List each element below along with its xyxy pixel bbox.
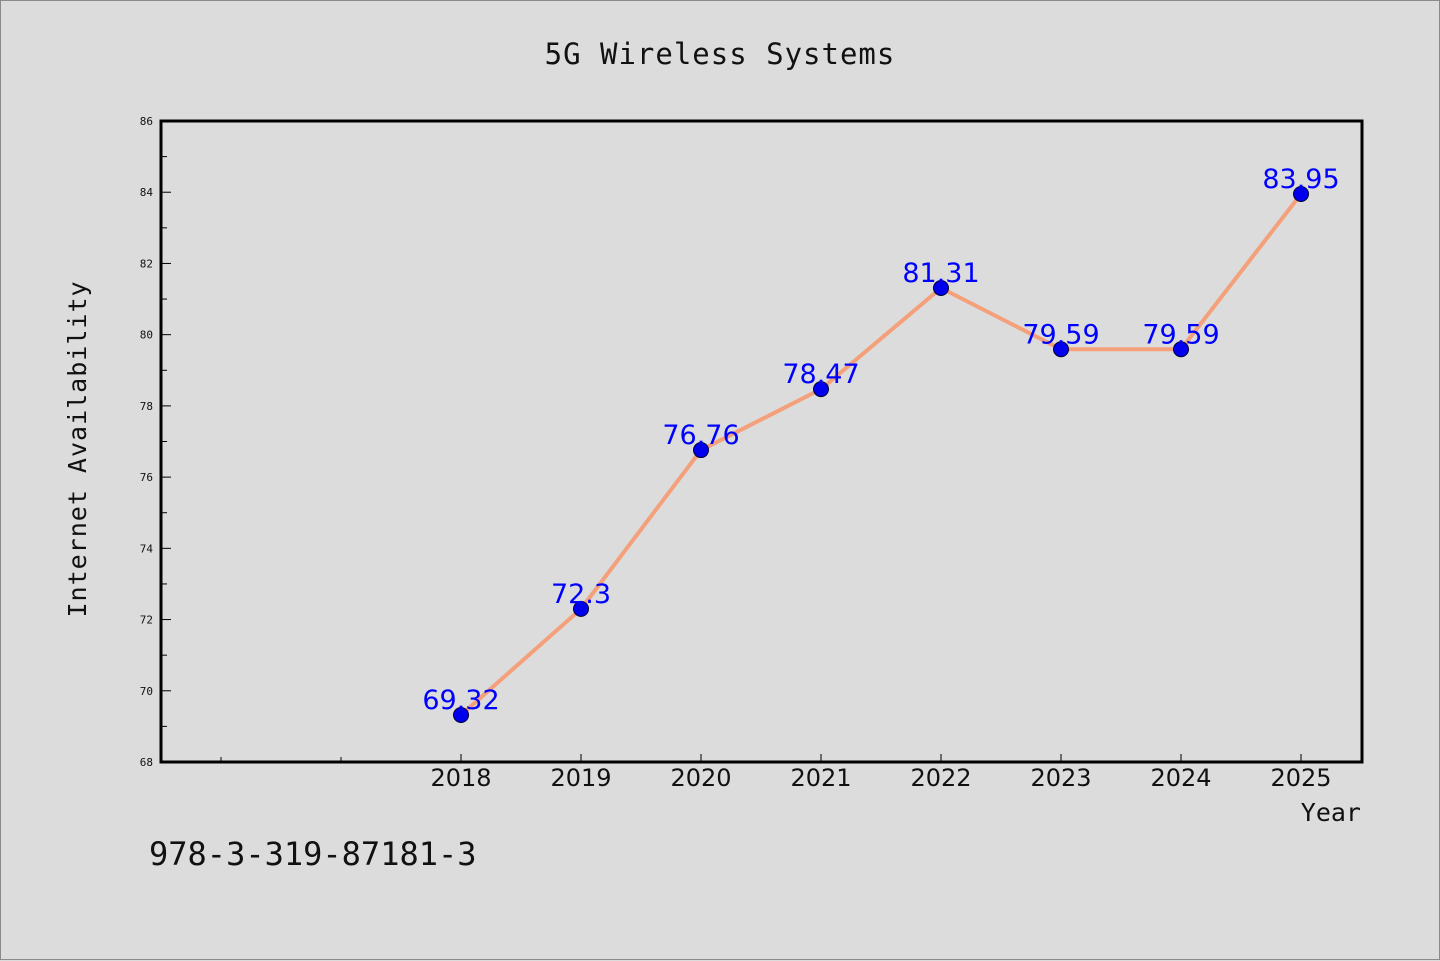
y-tick-label: 86 (140, 115, 153, 128)
series-layer: 69.32 72.3 76.76 78.47 81.31 79.59 79.59 83.95 (422, 164, 1340, 723)
y-tick-label: 70 (140, 685, 153, 698)
x-tick-label: 2019 (550, 764, 611, 792)
y-tick-label: 84 (140, 186, 154, 199)
y-tick-label: 74 (140, 542, 154, 555)
data-label: 79.59 (1022, 319, 1099, 350)
x-tick-label: 2021 (790, 764, 851, 792)
data-point (1293, 186, 1309, 203)
x-tick-label: 2020 (670, 764, 731, 792)
x-tick-label: 2023 (1030, 764, 1091, 792)
data-label: 79.59 (1142, 319, 1219, 350)
data-point (933, 280, 949, 297)
x-axis-label: Year (1301, 798, 1361, 827)
data-point (1173, 341, 1189, 358)
data-point (813, 381, 829, 398)
data-label: 76.76 (662, 420, 739, 451)
y-axis-label: Internet Availability (63, 280, 92, 617)
x-axis: 2018 2019 2020 2021 2022 2023 2024 2025 (220, 754, 1332, 792)
data-label: 78.47 (782, 359, 859, 390)
chart-title: 5G Wireless Systems (544, 37, 896, 71)
y-axis: 68 70 72 74 76 78 80 82 84 86 (140, 115, 171, 769)
data-point (1053, 341, 1069, 358)
y-tick-label: 80 (140, 329, 153, 342)
data-label: 81.31 (902, 258, 979, 289)
x-tick-label: 2018 (430, 764, 491, 792)
data-label: 72.3 (551, 579, 611, 610)
x-tick-label: 2024 (1150, 764, 1211, 792)
y-tick-label: 68 (140, 756, 153, 769)
x-tick-label: 2025 (1270, 764, 1331, 792)
y-tick-label: 82 (140, 257, 153, 270)
series-line (459, 192, 1303, 717)
data-label: 69.32 (422, 685, 499, 716)
data-point (693, 442, 709, 459)
y-tick-label: 72 (140, 614, 153, 627)
isbn-text: 978-3-319-87181-3 (149, 835, 477, 873)
data-label: 83.95 (1262, 164, 1339, 195)
plot-area-frame (159, 119, 1364, 764)
y-tick-label: 78 (140, 400, 153, 413)
data-point (573, 600, 589, 617)
y-tick-label: 76 (140, 471, 153, 484)
data-point (453, 706, 469, 723)
x-tick-label: 2022 (910, 764, 971, 792)
